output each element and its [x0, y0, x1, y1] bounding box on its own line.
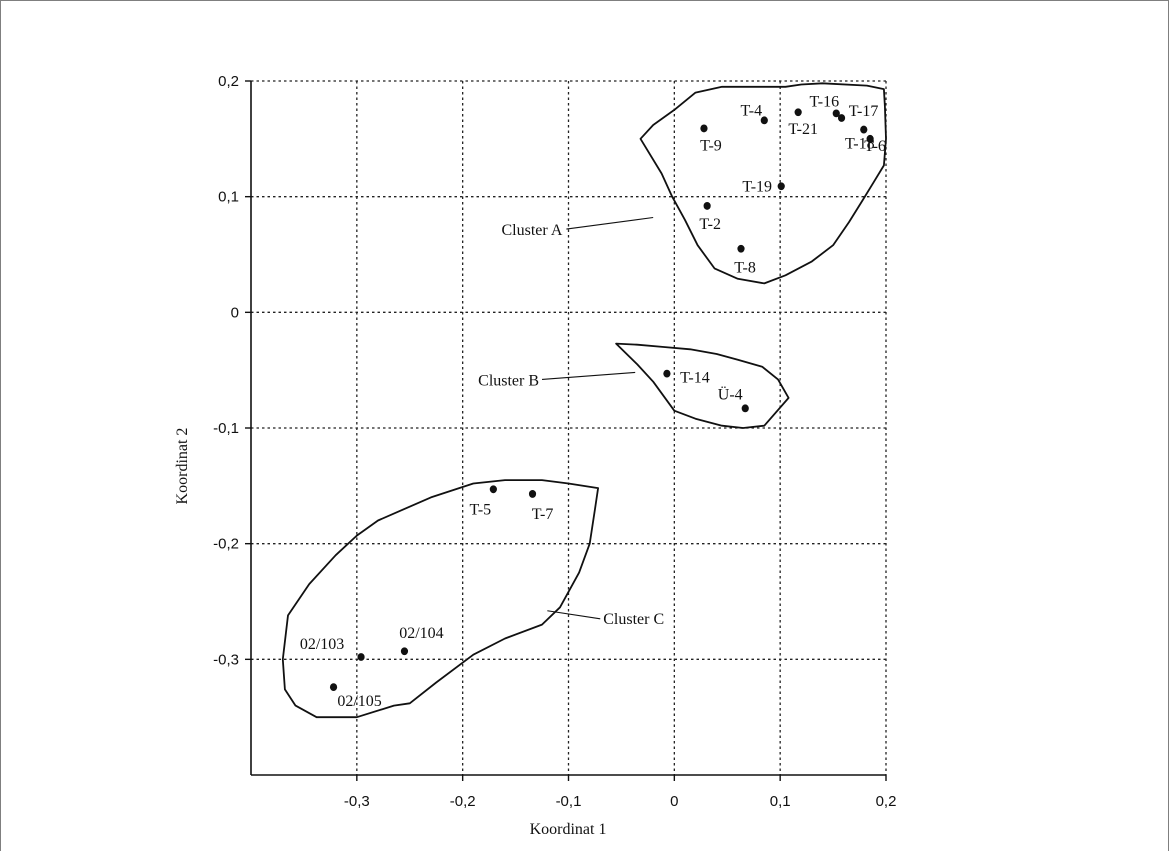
data-point	[357, 653, 365, 661]
data-point	[528, 490, 537, 498]
x-tick-label: 0	[670, 793, 678, 810]
cluster-c-label: Cluster C	[603, 611, 664, 628]
cluster-a-outline	[639, 82, 887, 285]
data-point-label: 02/104	[399, 625, 443, 642]
cluster-outlines: Cluster A Cluster B Cluster C	[281, 82, 887, 719]
data-point	[489, 485, 497, 494]
data-point-label: T-19	[742, 178, 772, 195]
y-tick-label: 0,1	[218, 189, 239, 206]
data-point	[777, 182, 785, 191]
x-tick-label: -0,3	[344, 793, 370, 810]
data-point-label: T-21	[788, 121, 818, 138]
y-tick-label: -0,3	[213, 651, 239, 668]
data-point-label: T-6	[864, 138, 886, 155]
data-point-label: T-8	[734, 260, 756, 277]
data-point-label: T-17	[849, 103, 879, 120]
axes	[245, 80, 887, 781]
data-point-label: T-14	[680, 370, 710, 387]
cluster-c-outline	[281, 479, 599, 719]
data-point-label: T-4	[740, 102, 762, 119]
data-point	[760, 116, 768, 125]
x-tick-label: -0,2	[450, 793, 476, 810]
data-point	[737, 244, 745, 253]
data-point	[700, 124, 708, 133]
data-point	[837, 114, 846, 122]
data-point	[860, 125, 868, 134]
data-point	[400, 647, 409, 656]
x-tick-label: 0,2	[876, 793, 897, 810]
data-point	[794, 108, 802, 117]
x-tick-label: 0,1	[770, 793, 791, 810]
x-tick-label: -0,1	[556, 793, 582, 810]
cluster-b-leader-line	[542, 371, 636, 380]
y-axis-title: Koordinat 2	[174, 428, 191, 505]
data-point-label: T-7	[532, 506, 554, 523]
data-point-label: 02/103	[300, 636, 344, 653]
grid-lines	[251, 80, 887, 775]
cluster-a-leader-line	[566, 216, 654, 230]
cluster-a-label: Cluster A	[501, 222, 562, 239]
data-point-label: Ü-4	[718, 385, 743, 403]
x-axis-title: Koordinat 1	[530, 821, 607, 838]
data-point-label: T-9	[700, 137, 722, 154]
tick-labels: -0,3 -0,2 -0,1 0 0,1 0,2 0,2 0,1 0 -0,1 -0,2 -0,3	[213, 73, 896, 810]
data-point-label: T-2	[699, 216, 721, 233]
data-point-label: T-16	[809, 93, 839, 110]
data-point	[703, 202, 711, 210]
data-point	[329, 683, 338, 691]
data-point-label: T-5	[470, 501, 492, 518]
data-points: T-4T-16T-21T-17T-9 T-18T-6T-19T-2T-8T-14Ü…	[300, 93, 886, 710]
y-tick-label: -0,2	[213, 536, 239, 553]
data-point	[741, 404, 749, 413]
y-tick-label: 0	[231, 304, 239, 321]
data-point-label: 02/105	[337, 693, 381, 710]
data-point	[663, 369, 671, 378]
cluster-c-leader-line	[547, 610, 601, 620]
cluster-b-label: Cluster B	[478, 372, 539, 389]
y-tick-label: 0,2	[218, 73, 239, 90]
data-point	[866, 134, 874, 143]
cluster-b-outline	[615, 342, 790, 429]
data-point	[832, 109, 840, 118]
y-tick-label: -0,1	[213, 420, 239, 437]
